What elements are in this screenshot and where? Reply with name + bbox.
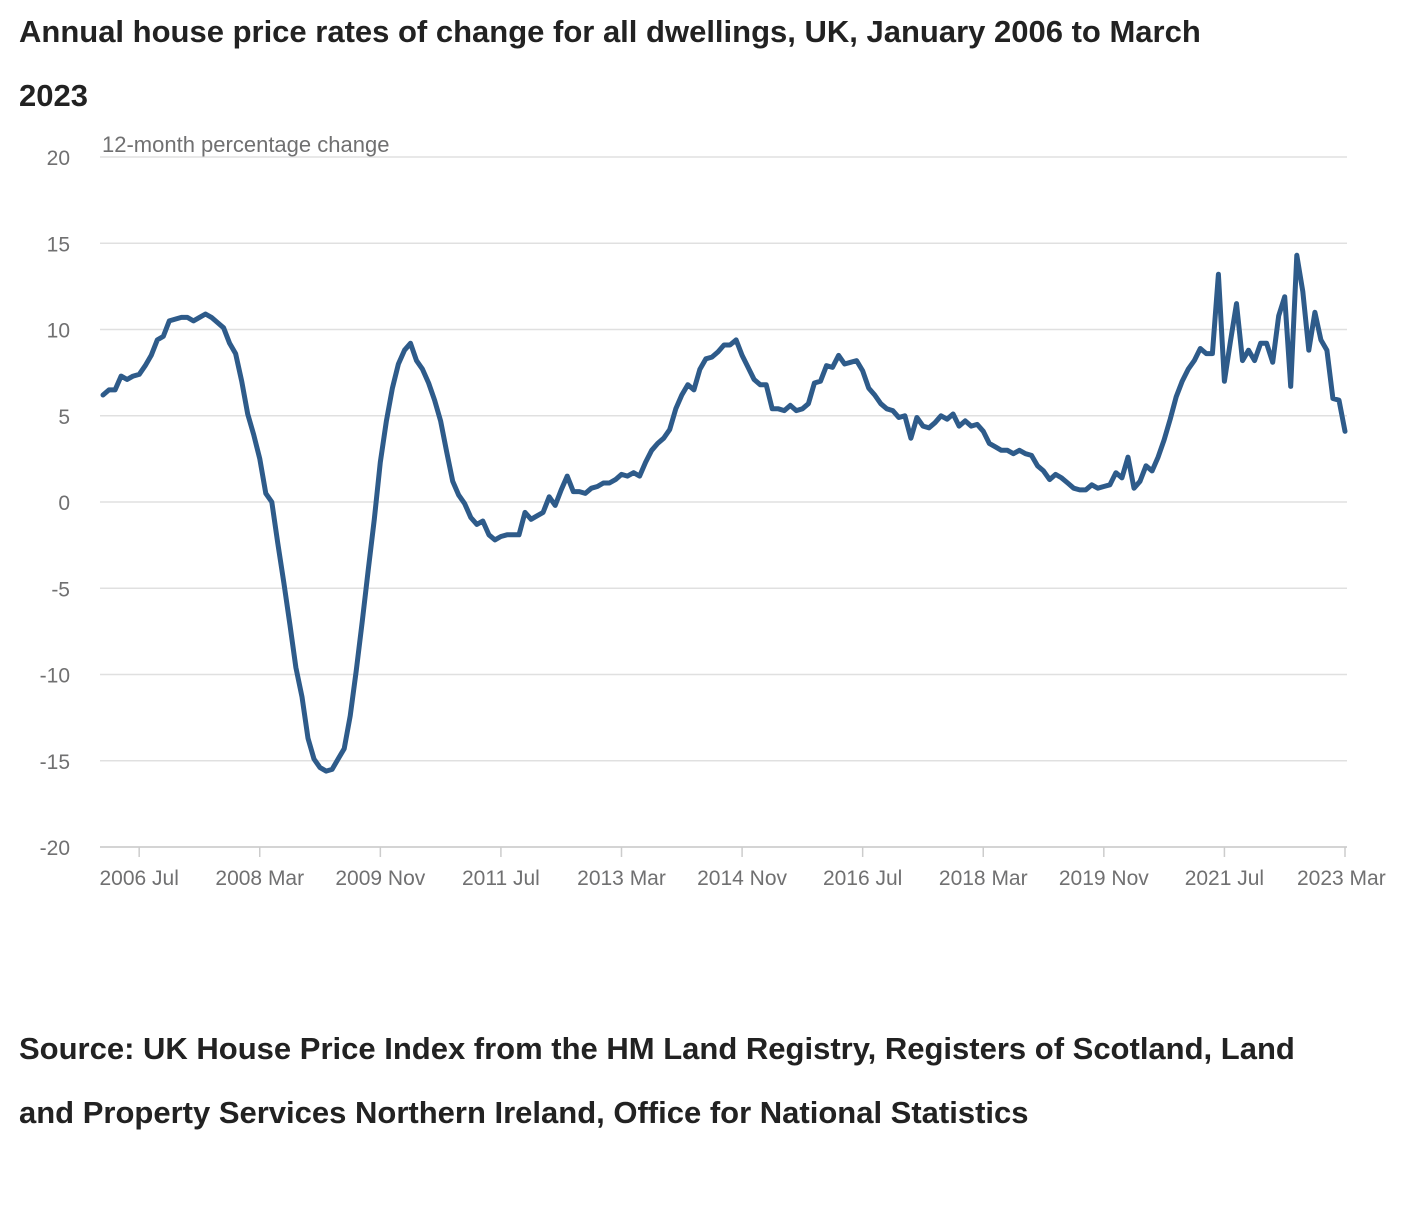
series-line-uk-all-dwellings	[100, 252, 1348, 774]
x-tick-label: 2021 Jul	[1185, 867, 1264, 890]
y-tick-label: -20	[40, 837, 70, 860]
y-tick-label: 0	[58, 492, 70, 515]
x-tick-label: 2013 Mar	[577, 867, 666, 890]
x-tick-label: 2011 Jul	[462, 867, 540, 890]
x-tick-label: 2014 Nov	[697, 867, 787, 890]
x-tick-label: 2016 Jul	[823, 867, 902, 890]
x-tick-label: 2008 Mar	[215, 867, 304, 890]
x-tick-label: 2019 Nov	[1059, 867, 1149, 890]
chart-title: Annual house price rates of change for a…	[19, 14, 1201, 113]
x-tick-label: 2009 Nov	[335, 867, 425, 890]
x-tick-label: 2006 Jul	[99, 867, 178, 890]
gridlines	[100, 156, 1347, 848]
y-tick-label: -15	[40, 751, 70, 774]
y-tick-label: 20	[47, 147, 70, 170]
y-tick-label: -5	[51, 578, 70, 601]
y-tick-label: 5	[58, 406, 70, 429]
y-axis-label: 12-month percentage change	[102, 132, 389, 157]
y-tick-label: 15	[47, 233, 70, 256]
y-tick-label: -10	[40, 665, 70, 688]
y-axis-ticks: 20 15 10 5 0 -5 -10 -15 -20	[40, 147, 70, 860]
source-note: Source: UK House Price Index from the HM…	[19, 1031, 1295, 1130]
line-chart: 20 15 10 5 0 -5 -10 -15 -20 12-month percentage …	[40, 132, 1386, 890]
x-tick-label: 2018 Mar	[939, 867, 1028, 890]
x-tick-label: 2023 Mar	[1297, 867, 1386, 890]
x-axis: 2006 Jul 2008 Mar 2009 Nov 2011 Jul 2013 Mar…	[99, 846, 1386, 890]
y-tick-label: 10	[47, 320, 70, 343]
